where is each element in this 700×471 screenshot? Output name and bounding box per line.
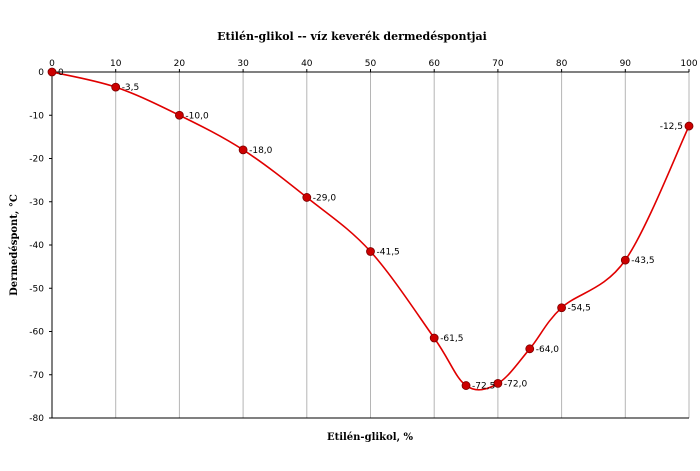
x-tick-label: 60 [428, 59, 440, 69]
data-point [111, 82, 121, 92]
x-tick-label: 100 [680, 59, 697, 69]
y-tick-label: -10 [29, 111, 44, 121]
y-tick-label: -40 [29, 241, 44, 251]
data-label: -43,5 [631, 256, 654, 266]
data-point [557, 303, 566, 313]
x-tick-label: 10 [110, 59, 122, 69]
x-tick-label: 20 [174, 59, 186, 69]
x-tick-label: 0 [49, 59, 55, 69]
data-label: -10,0 [185, 111, 209, 121]
x-tick-label: 90 [620, 59, 632, 69]
data-point [174, 110, 184, 120]
y-tick-label: -70 [29, 371, 44, 381]
data-point [684, 121, 694, 131]
data-label: -72,0 [504, 379, 528, 389]
data-label: -72,5 [472, 382, 495, 392]
data-label: -18,0 [249, 146, 273, 156]
y-axis-label: Dermedéspont, °C [9, 194, 20, 296]
data-point [429, 333, 439, 343]
data-point [366, 247, 375, 256]
data-label: -29,0 [313, 193, 337, 203]
data-point [493, 378, 503, 388]
x-tick-label: 50 [365, 59, 377, 69]
y-tick-label: -20 [29, 155, 44, 165]
x-tick-label: 30 [237, 59, 249, 69]
x-tick-label: 70 [492, 59, 504, 69]
data-point [238, 145, 248, 155]
data-label: -41,5 [377, 247, 400, 257]
data-label: -64,0 [536, 345, 560, 355]
x-axis-label: Etilén-glikol, % [327, 432, 414, 443]
y-tick-label: -80 [29, 414, 44, 424]
data-point [620, 255, 630, 265]
data-label: -3,5 [122, 83, 140, 93]
x-tick-label: 80 [556, 59, 568, 69]
data-point [302, 193, 312, 202]
data-label: 0 [58, 68, 64, 78]
x-tick-label: 40 [301, 59, 313, 69]
data-label: -12,5 [660, 122, 683, 132]
chart-title: Etilén-glikol -- víz keverék dermedéspon… [217, 30, 487, 43]
data-label: -61,5 [440, 334, 463, 344]
data-label: -54,5 [568, 304, 591, 314]
data-point [525, 344, 535, 354]
data-point [461, 381, 471, 390]
y-tick-label: -50 [29, 284, 44, 294]
data-point [47, 67, 57, 77]
y-tick-label: -60 [29, 328, 44, 338]
y-tick-label: -30 [29, 198, 44, 208]
y-tick-label: 0 [38, 68, 44, 78]
